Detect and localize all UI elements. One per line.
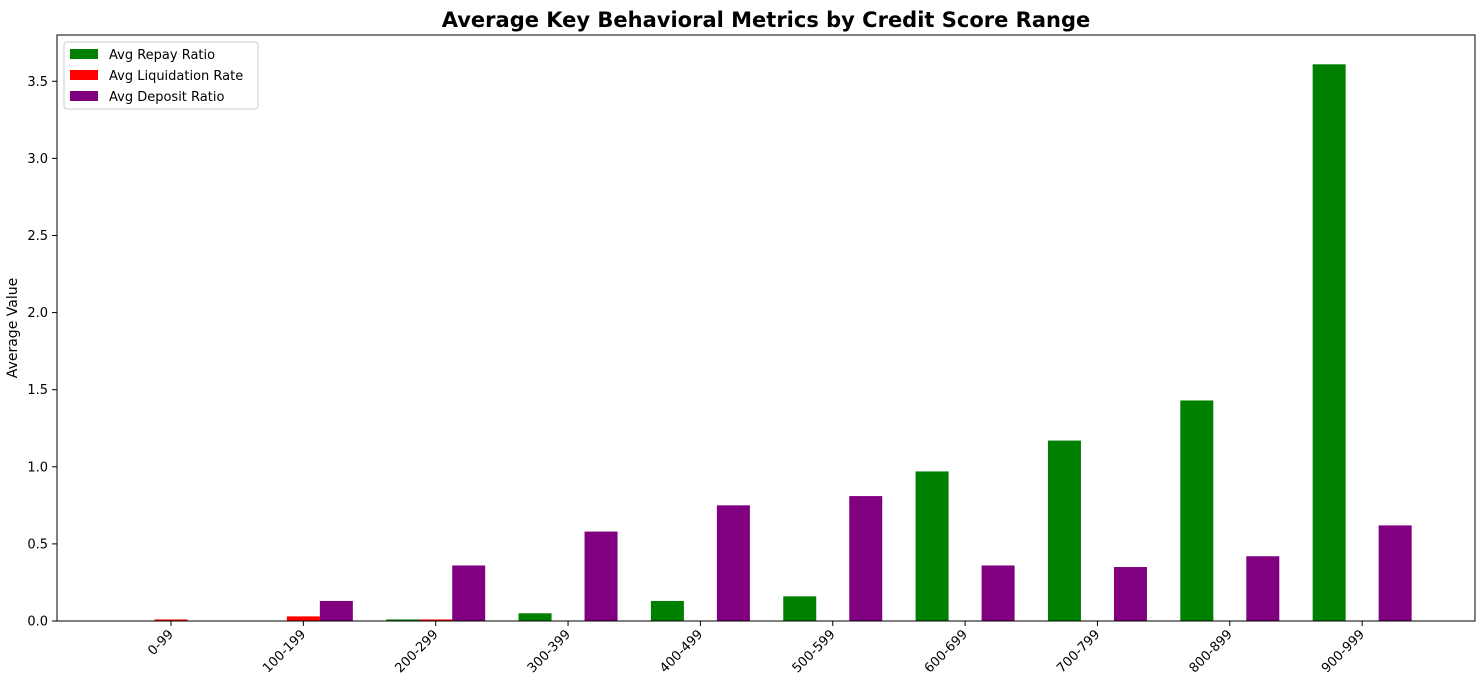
bar-avg-deposit-ratio-400-499 <box>716 505 750 621</box>
x-tick-label: 0-99 <box>145 627 176 658</box>
bar-avg-liquidation-rate-0-99 <box>154 619 188 621</box>
y-tick-label: 1.5 <box>27 383 48 398</box>
y-tick-label: 0.5 <box>27 537 48 552</box>
bar-avg-repay-ratio-800-899 <box>1180 400 1214 621</box>
y-axis-label: Average Value <box>5 278 21 378</box>
bar-avg-repay-ratio-600-699 <box>915 471 949 621</box>
x-tick-label: 600-699 <box>922 627 971 676</box>
legend-swatch <box>70 49 98 59</box>
y-tick-label: 2.5 <box>27 229 48 244</box>
bar-avg-deposit-ratio-100-199 <box>319 600 353 621</box>
x-tick-label: 100-199 <box>260 627 309 676</box>
legend-label: Avg Deposit Ratio <box>109 90 224 105</box>
y-tick-label: 3.5 <box>27 75 48 90</box>
x-tick-label: 300-399 <box>525 627 574 676</box>
bars-group <box>154 64 1412 622</box>
bar-avg-deposit-ratio-500-599 <box>849 496 883 621</box>
bar-avg-repay-ratio-200-299 <box>386 619 420 621</box>
y-axis-ticks: 0.0 0.5 1.0 1.5 2.0 2.5 3.0 3.5 <box>27 75 57 630</box>
legend-swatch <box>70 70 98 80</box>
legend-box <box>63 41 259 110</box>
bar-avg-repay-ratio-300-399 <box>518 613 552 621</box>
bar-avg-liquidation-rate-100-199 <box>286 616 320 621</box>
x-tick-label: 700-799 <box>1054 627 1103 676</box>
bar-avg-deposit-ratio-600-699 <box>981 565 1015 621</box>
x-tick-label: 200-299 <box>393 627 442 676</box>
chart-title: Average Key Behavioral Metrics by Credit… <box>442 8 1091 32</box>
x-tick-label: 400-499 <box>657 627 706 676</box>
y-tick-label: 3.0 <box>27 152 48 167</box>
bar-avg-repay-ratio-400-499 <box>650 600 684 621</box>
x-tick-label: 800-899 <box>1187 627 1236 676</box>
bar-avg-repay-ratio-700-799 <box>1047 440 1081 621</box>
bar-avg-repay-ratio-500-599 <box>783 596 817 621</box>
legend-label: Avg Repay Ratio <box>109 48 215 63</box>
x-tick-label: 900-999 <box>1319 627 1368 676</box>
legend-swatch <box>70 91 98 101</box>
bar-avg-liquidation-rate-200-299 <box>419 619 453 621</box>
legend-label: Avg Liquidation Rate <box>109 69 243 84</box>
bar-avg-deposit-ratio-200-299 <box>452 565 486 621</box>
x-tick-label: 500-599 <box>790 627 839 676</box>
bar-avg-deposit-ratio-900-999 <box>1378 525 1412 621</box>
y-tick-label: 0.0 <box>27 615 48 630</box>
legend: Avg Repay Ratio Avg Liquidation Rate Avg D… <box>63 41 259 110</box>
x-axis-ticks: 0-99 100-199 200-299 300-399 400-499 500-599 6… <box>145 621 1368 676</box>
bar-avg-repay-ratio-900-999 <box>1312 64 1346 622</box>
y-tick-label: 1.0 <box>27 460 48 475</box>
bar-avg-deposit-ratio-300-399 <box>584 531 618 621</box>
bar-avg-deposit-ratio-800-899 <box>1246 556 1280 621</box>
bar-avg-deposit-ratio-700-799 <box>1113 567 1147 621</box>
plot-frame <box>56 34 1476 622</box>
y-tick-label: 2.0 <box>27 306 48 321</box>
